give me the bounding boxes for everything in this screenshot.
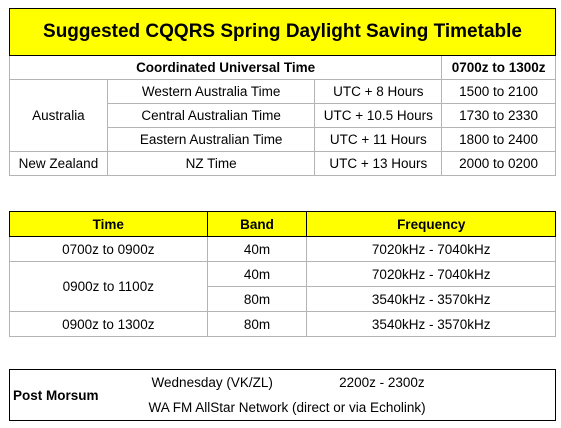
country-cell: New Zealand <box>9 151 108 176</box>
offset-cell: UTC + 13 Hours <box>314 151 443 176</box>
table-row: 0700z to 0900z 40m 7020kHz - 7040kHz <box>9 236 556 262</box>
zone-cell: Western Australia Time <box>106 79 316 104</box>
time-cell: 0700z to 0900z <box>9 236 208 262</box>
bands-table: Time Band Frequency 0700z to 0900z 40m 7… <box>9 211 556 337</box>
network-info: WA FM AllStar Network (direct or via Ech… <box>148 400 426 415</box>
country-cell: Australia <box>9 79 108 152</box>
timezone-table: Suggested CQQRS Spring Daylight Saving T… <box>8 8 556 176</box>
local-time-cell: 1500 to 2100 <box>441 79 556 104</box>
table-row: Eastern Australian Time UTC + 11 Hours 1… <box>10 127 556 152</box>
band-cell: 40m <box>206 261 308 287</box>
frequency-cell: 7020kHz - 7040kHz <box>306 261 556 287</box>
schedule-day: Wednesday (VK/ZL) <box>151 375 273 390</box>
band-cell: 80m <box>206 311 308 337</box>
band-cell: 40m <box>206 236 308 262</box>
time-cell: 0900z to 1300z <box>9 311 208 337</box>
frequency-cell: 7020kHz - 7040kHz <box>306 236 556 262</box>
time-header: Time <box>9 211 208 237</box>
table-row: Central Australian Time UTC + 10.5 Hours… <box>10 103 556 128</box>
table-row: 80m 3540kHz - 3570kHz <box>10 286 556 312</box>
post-morsum-label: Post Morsum <box>13 387 99 403</box>
table-row: 0900z to 1100z 40m 7020kHz - 7040kHz <box>9 261 556 312</box>
zone-cell: NZ Time <box>106 151 316 176</box>
table-row: 0900z to 1300z 80m 3540kHz - 3570kHz <box>9 311 556 337</box>
frequency-cell: 3540kHz - 3570kHz <box>306 311 556 337</box>
zone-cell: Central Australian Time <box>106 103 316 128</box>
local-time-cell: 1800 to 2400 <box>441 127 556 152</box>
schedule-time: 2200z - 2300z <box>339 375 425 390</box>
zone-cell: Eastern Australian Time <box>106 127 316 152</box>
post-morsum-box: Post Morsum Wednesday (VK/ZL) 2200z - 23… <box>9 369 556 421</box>
band-header: Band <box>206 211 308 237</box>
utc-range-header: 0700z to 1300z <box>441 55 556 80</box>
utc-header: Coordinated Universal Time <box>8 55 443 80</box>
band-cell: 80m <box>206 286 308 312</box>
local-time-cell: 2000 to 0200 <box>441 151 556 176</box>
offset-cell: UTC + 11 Hours <box>314 127 443 152</box>
offset-cell: UTC + 10.5 Hours <box>314 103 443 128</box>
frequency-header: Frequency <box>306 211 556 237</box>
table-row: New Zealand NZ Time UTC + 13 Hours 2000 … <box>9 151 556 176</box>
time-cell: 0900z to 1100z <box>9 261 208 312</box>
table-row: Australia Western Australia Time UTC + 8… <box>9 79 556 152</box>
local-time-cell: 1730 to 2330 <box>441 103 556 128</box>
frequency-cell: 3540kHz - 3570kHz <box>306 286 556 312</box>
page-title: Suggested CQQRS Spring Daylight Saving T… <box>9 8 556 56</box>
offset-cell: UTC + 8 Hours <box>314 79 443 104</box>
